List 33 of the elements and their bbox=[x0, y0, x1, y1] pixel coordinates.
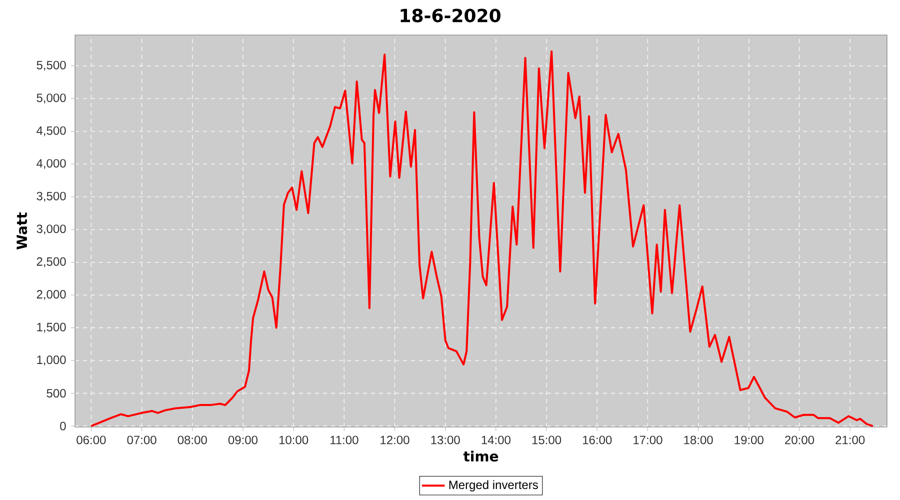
x-tick-label: 07:00 bbox=[127, 436, 156, 444]
legend-label: Merged inverters bbox=[449, 480, 538, 492]
x-tick-label: 12:00 bbox=[380, 436, 410, 444]
y-tick-label: 2,000 bbox=[36, 290, 66, 300]
x-tick-label: 20:00 bbox=[785, 436, 814, 444]
y-axis-title: Watt bbox=[16, 212, 28, 250]
x-tick-label: 14:00 bbox=[482, 436, 510, 444]
x-tick-label: 21:00 bbox=[836, 436, 865, 444]
y-tick-label: 4,000 bbox=[36, 159, 66, 169]
y-tick-label: 1,500 bbox=[37, 322, 66, 333]
y-tick-label: 1,000 bbox=[37, 356, 66, 366]
x-tick-label: 10:00 bbox=[279, 436, 308, 444]
y-tick-label: 500 bbox=[46, 389, 66, 398]
y-tick-label: 5,500 bbox=[36, 60, 66, 71]
y-tick-label: 4,500 bbox=[36, 126, 66, 136]
x-tick-label: 13:00 bbox=[431, 436, 460, 444]
y-tick-label: 2,500 bbox=[36, 257, 66, 268]
x-axis-title: time bbox=[463, 450, 498, 462]
line-series bbox=[90, 50, 874, 427]
chart-title: 18-6-2020 bbox=[400, 8, 500, 22]
y-tick-label: 5,000 bbox=[36, 94, 66, 104]
x-tick-label: 11:00 bbox=[330, 436, 358, 444]
y-tick-label: 3,000 bbox=[36, 224, 66, 234]
x-tick-label: 15:00 bbox=[532, 436, 562, 444]
x-tick-label: 19:00 bbox=[734, 436, 764, 444]
x-tick-label: 06:00 bbox=[76, 436, 106, 444]
x-tick-label: 18:00 bbox=[684, 436, 713, 444]
x-tick-label: 17:00 bbox=[634, 436, 662, 444]
y-tick-label: 0 bbox=[60, 422, 66, 430]
x-tick-label: 09:00 bbox=[228, 436, 258, 444]
x-tick-label: 16:00 bbox=[583, 436, 612, 444]
x-tick-label: 08:00 bbox=[178, 436, 207, 444]
y-tick-label: 3,500 bbox=[36, 192, 66, 202]
